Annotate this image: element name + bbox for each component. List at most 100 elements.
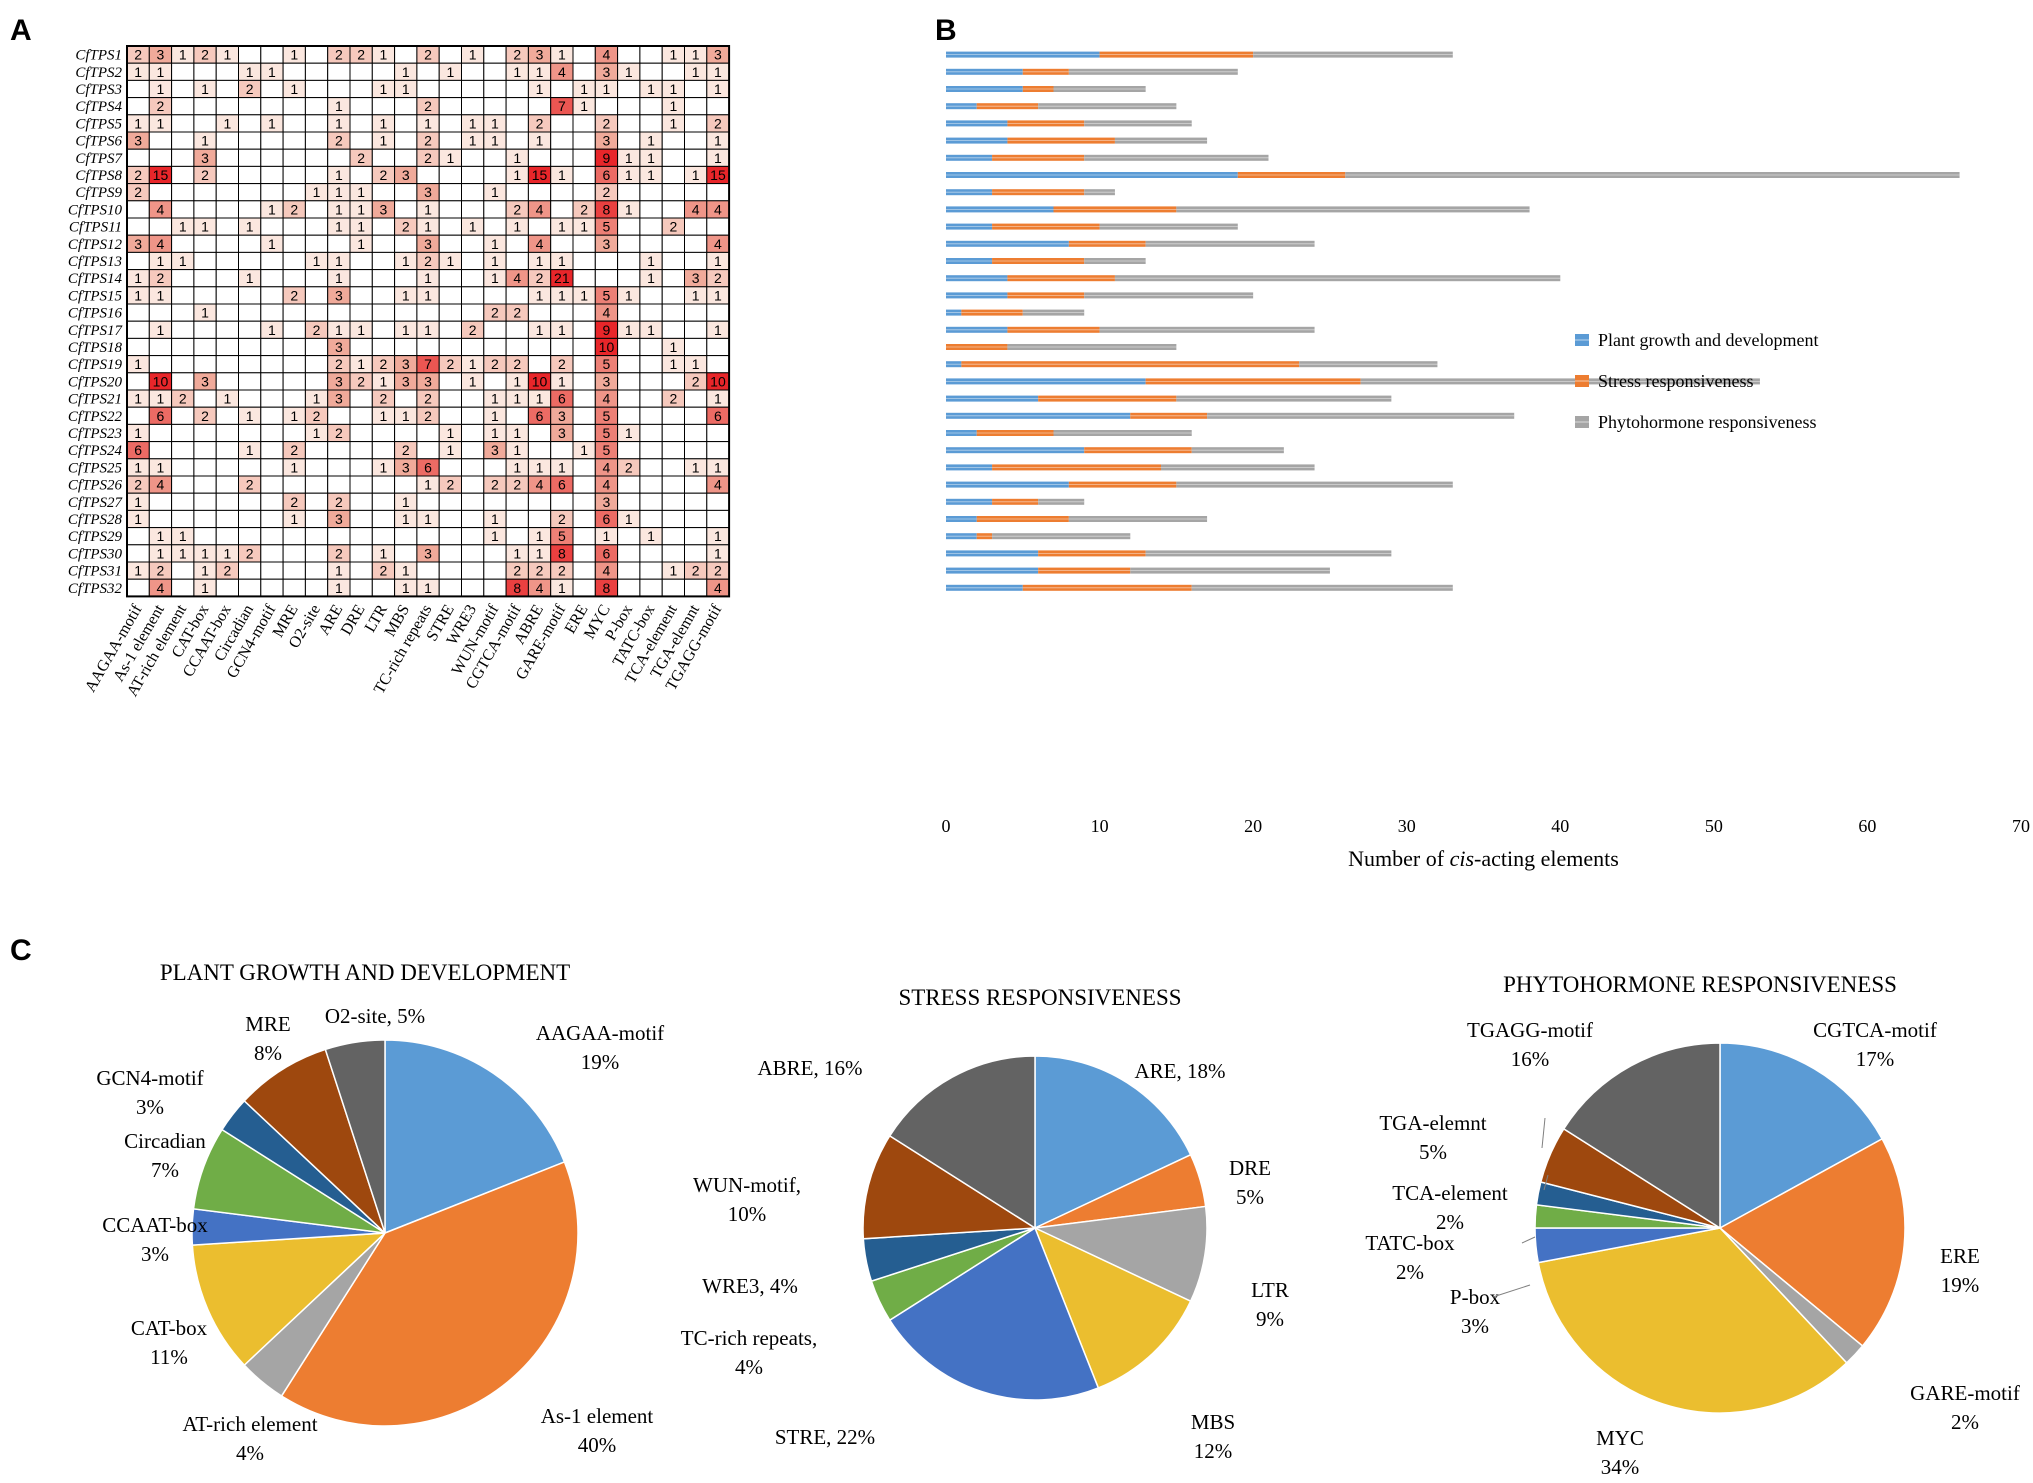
heatmap-value: 4	[603, 563, 611, 579]
heatmap-value: 4	[714, 477, 722, 493]
heatmap-value: 15	[710, 167, 726, 183]
x-tick-label: 70	[2012, 816, 2030, 836]
heatmap-cell	[148, 509, 173, 529]
gene-label: CfTPS24	[68, 443, 123, 459]
heatmap-value: 1	[446, 425, 454, 441]
pie-slice	[243, 1048, 386, 1234]
heatmap-value: 1	[647, 322, 655, 338]
heatmap-value: 1	[513, 425, 521, 441]
heatmap-cell	[215, 458, 239, 477]
heatmap-value: 1	[223, 545, 231, 561]
heatmap-cell	[617, 217, 641, 236]
heatmap-cell	[349, 492, 373, 511]
pie-chart: PHYTOHORMONE RESPONSIVENESS CGTCA-motif 17…	[1365, 972, 2019, 1479]
heatmap-cell	[661, 578, 686, 597]
heatmap-cell	[304, 492, 329, 511]
heatmap-cell	[438, 303, 463, 322]
heatmap-cell	[483, 544, 507, 563]
heatmap-value: 1	[246, 408, 254, 424]
heatmap-cell	[193, 251, 217, 271]
heatmap-cell	[639, 372, 663, 391]
heatmap-value: 1	[402, 511, 410, 527]
heatmap-cell	[260, 527, 284, 546]
heatmap-value: 1	[513, 219, 521, 235]
heatmap-cell	[617, 389, 641, 408]
heatmap-value: 2	[290, 201, 298, 217]
heatmap-cell	[684, 251, 708, 271]
heatmap-cell	[171, 79, 195, 99]
heatmap-value: 1	[402, 253, 410, 269]
heatmap-value: 1	[580, 442, 588, 458]
heatmap-value: 4	[714, 580, 722, 596]
heatmap-cell	[371, 251, 396, 271]
heatmap-cell	[617, 372, 641, 391]
heatmap-value: 2	[335, 133, 343, 149]
heatmap-value: 1	[134, 511, 142, 527]
heatmap-cell	[126, 544, 150, 563]
heatmap-value: 1	[625, 201, 633, 217]
heatmap-value: 1	[424, 580, 432, 596]
heatmap-cell	[304, 234, 329, 253]
panel-letter-b: B	[935, 14, 957, 47]
heatmap-value: 1	[558, 459, 566, 475]
heatmap-value: 1	[469, 115, 477, 131]
heatmap-cell	[416, 337, 440, 357]
heatmap-value: 4	[603, 391, 611, 407]
heatmap-cell	[394, 389, 418, 408]
heatmap-cell	[483, 79, 507, 99]
heatmap-cell	[171, 406, 195, 425]
heatmap-value: 2	[335, 494, 343, 510]
heatmap-cell	[461, 303, 485, 322]
heatmap-cell	[461, 578, 485, 597]
heatmap-value: 1	[424, 270, 432, 286]
heatmap-cell	[684, 475, 708, 494]
heatmap-value: 6	[603, 545, 611, 561]
heatmap-cell	[461, 561, 485, 580]
heatmap-cell	[438, 269, 463, 288]
pie-slice-label: TATC-box	[1365, 1231, 1455, 1255]
heatmap-cell	[684, 337, 708, 357]
heatmap-value: 2	[424, 391, 432, 407]
heatmap-value: 2	[246, 477, 254, 493]
heatmap-cell	[438, 544, 463, 563]
pie-slice	[888, 1226, 1100, 1401]
heatmap-cell	[706, 423, 730, 443]
pie-slice	[1033, 1226, 1192, 1389]
heatmap-cell	[193, 320, 217, 339]
heatmap-cell	[260, 183, 284, 202]
heatmap-cell	[349, 475, 373, 494]
heatmap-cell	[639, 406, 663, 425]
heatmap-value: 2	[380, 356, 388, 372]
heatmap-cell	[238, 458, 262, 477]
heatmap-value: 2	[157, 98, 165, 114]
heatmap-cell	[171, 114, 195, 133]
heatmap-value: 1	[513, 442, 521, 458]
gene-label: CfTPS10	[68, 202, 123, 218]
heatmap-cell	[594, 269, 619, 288]
heatmap-value: 2	[424, 98, 432, 114]
heatmap-cell	[349, 337, 373, 357]
heatmap-cell	[126, 217, 150, 236]
heatmap-value: 1	[380, 47, 388, 63]
heatmap-cell	[304, 200, 329, 219]
heatmap-cell	[215, 372, 239, 391]
heatmap-cell	[304, 303, 329, 322]
heatmap-value: 2	[313, 408, 321, 424]
heatmap-cell	[304, 45, 329, 64]
heatmap-cell	[550, 303, 574, 322]
heatmap-cell	[661, 458, 686, 477]
heatmap-value: 1	[134, 64, 142, 80]
heatmap-cell	[371, 337, 396, 357]
heatmap-cell	[394, 200, 418, 219]
heatmap-value: 1	[491, 184, 499, 200]
heatmap-cell	[639, 62, 663, 81]
heatmap-value: 1	[580, 219, 588, 235]
heatmap-cell	[304, 269, 329, 288]
heatmap-cell	[260, 79, 284, 99]
heatmap-value: 1	[580, 98, 588, 114]
panel-letter-c: C	[10, 934, 32, 967]
heatmap-cell	[193, 458, 217, 477]
gene-label: CfTPS20	[68, 374, 123, 390]
heatmap-value: 1	[223, 47, 231, 63]
gene-label: CfTPS4	[75, 99, 122, 115]
